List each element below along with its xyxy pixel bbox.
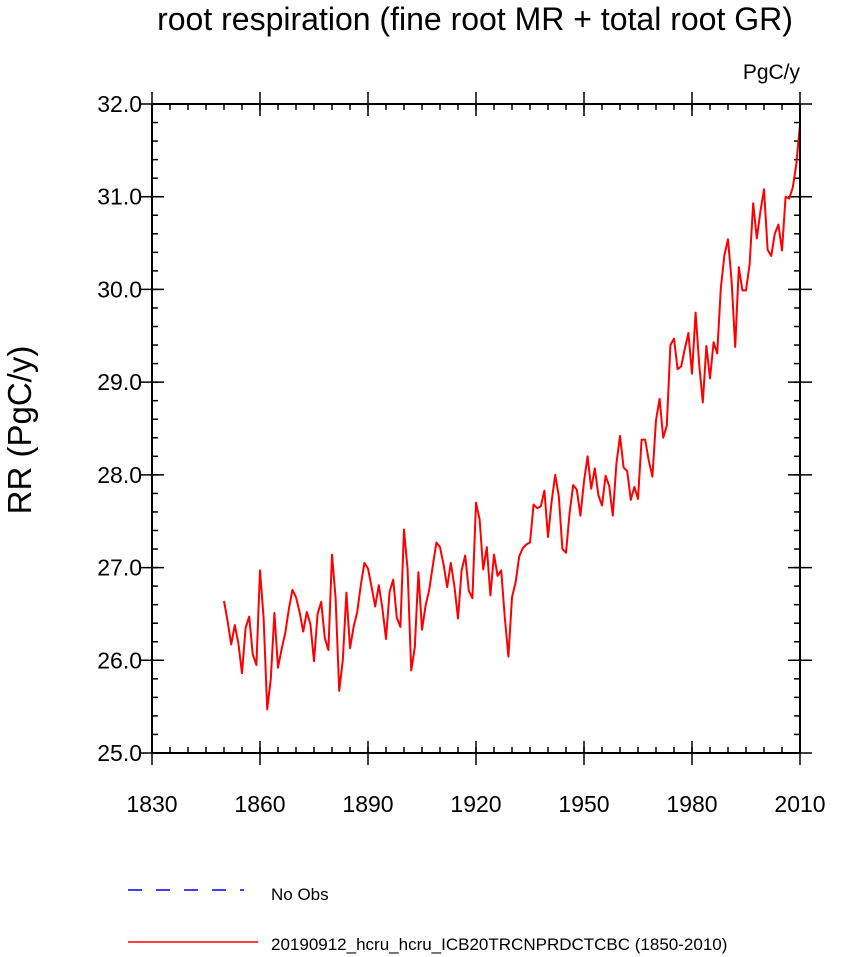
y-axis-label: RR (PgC/y)	[1, 346, 38, 515]
series-layer	[223, 124, 801, 711]
x-tick-label: 1980	[666, 791, 717, 817]
units-label: PgC/y	[743, 61, 801, 84]
legend-label-model: 20190912_hcru_hcru_ICB20TRCNPRDCTCBC (18…	[271, 935, 727, 954]
y-tick-label: 29.0	[97, 369, 142, 395]
y-tick-label: 25.0	[97, 740, 142, 766]
y-tick-label: 27.0	[97, 555, 142, 581]
x-tick-label: 2010	[774, 791, 825, 817]
chart-title: root respiration (fine root MR + total r…	[157, 1, 793, 37]
y-tick-label: 30.0	[97, 276, 142, 302]
x-tick-label: 1950	[558, 791, 609, 817]
x-tick-label: 1920	[450, 791, 501, 817]
series-line	[223, 124, 801, 711]
x-tick-label: 1860	[234, 791, 285, 817]
x-tick-label: 1890	[342, 791, 393, 817]
legend-label-no-obs: No Obs	[271, 885, 329, 904]
y-tick-label: 28.0	[97, 462, 142, 488]
plot-frame	[151, 103, 801, 754]
y-tick-label: 26.0	[97, 647, 142, 673]
legend: No Obs 20190912_hcru_hcru_ICB20TRCNPRDCT…	[128, 885, 727, 954]
y-tick-label: 32.0	[97, 91, 142, 117]
y-tick-label: 31.0	[97, 184, 142, 210]
tick-labels: 1830 1860 1890 1920 1950 1980 2010 25.0 26.0 27.0…	[97, 91, 825, 817]
x-tick-label: 1830	[126, 791, 177, 817]
